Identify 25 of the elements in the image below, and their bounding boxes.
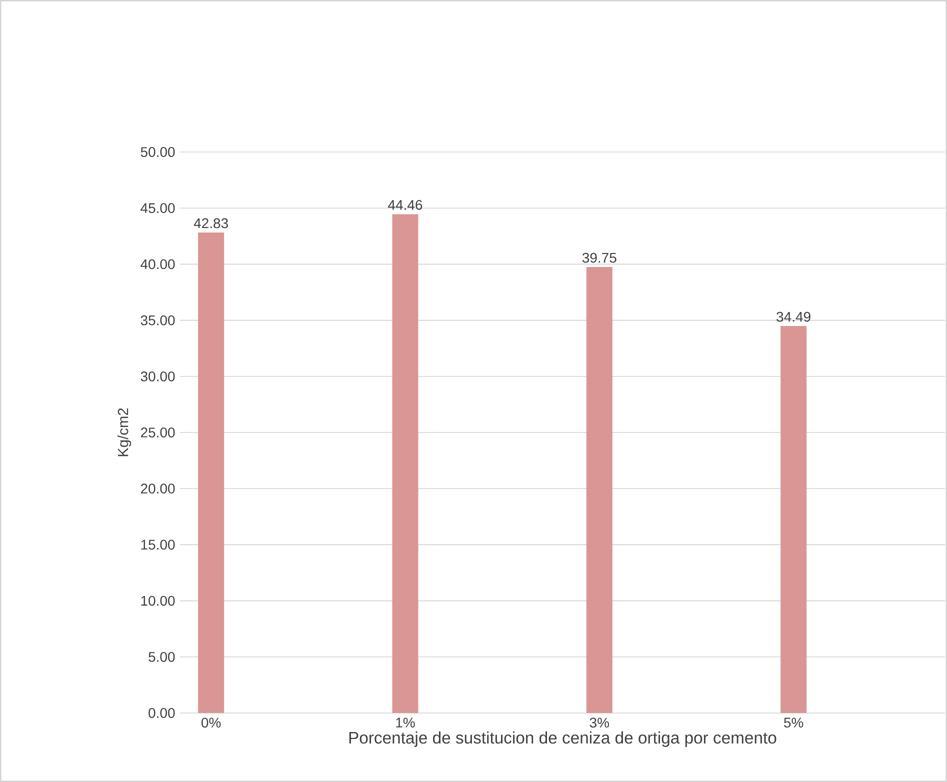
- y-tick-label: 20.00: [140, 484, 175, 494]
- bar: [780, 326, 807, 713]
- y-tick-label: 15.00: [141, 540, 175, 550]
- x-tick-label: 1%: [396, 718, 415, 728]
- data-label: 42.83: [194, 218, 228, 228]
- y-tick-label: 45.00: [140, 203, 175, 214]
- y-tick-label: 10.00: [141, 596, 175, 606]
- data-label: 44.46: [388, 200, 422, 210]
- data-label: 34.49: [776, 312, 810, 322]
- bar: [198, 232, 224, 713]
- y-axis-title: Kg/cm2: [117, 408, 132, 456]
- y-tick-label: 50.00: [140, 147, 175, 157]
- data-label: 39.75: [582, 252, 616, 263]
- y-tick-label: 5.00: [148, 652, 175, 662]
- y-tick-label: 40.00: [140, 259, 175, 270]
- y-tick-label: 0.00: [148, 708, 175, 718]
- bar: [586, 266, 612, 713]
- y-tick-label: 35.00: [140, 315, 175, 326]
- x-tick-label: 5%: [784, 718, 804, 728]
- y-tick-label: 30.00: [140, 371, 175, 382]
- bar: [392, 214, 418, 713]
- x-tick-label: 0%: [202, 718, 221, 728]
- y-tick-label: 25.00: [140, 428, 175, 438]
- x-axis-title: Porcentaje de sustitucion de ceniza de ortiga por cemento: [349, 731, 776, 747]
- x-tick-label: 3%: [590, 718, 609, 728]
